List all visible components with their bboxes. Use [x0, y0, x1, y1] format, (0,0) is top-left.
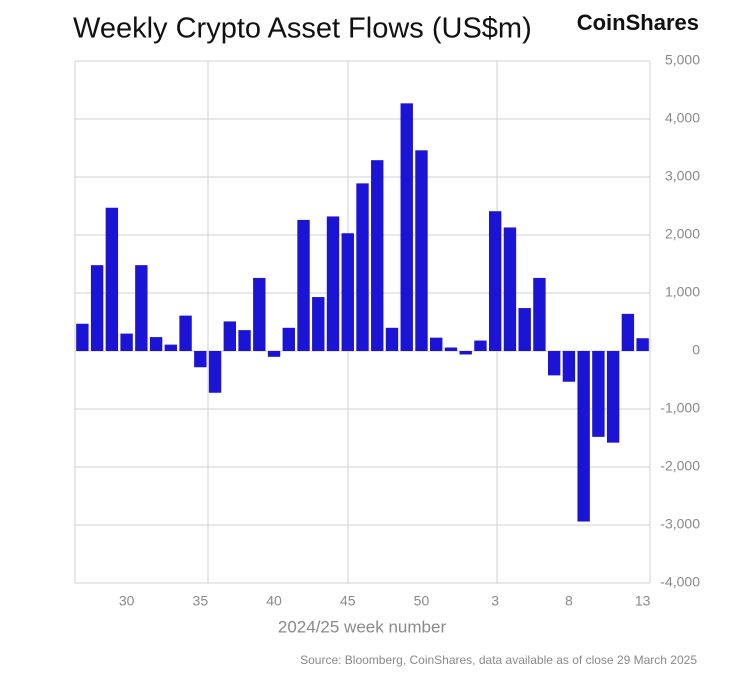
y-tick-label: 0	[692, 342, 700, 358]
bar	[253, 277, 266, 351]
bar	[415, 150, 428, 351]
bar	[503, 227, 517, 351]
bar	[341, 233, 354, 351]
x-tick-label: 13	[635, 593, 651, 609]
bar	[326, 216, 340, 351]
bar	[312, 297, 325, 351]
bar	[400, 103, 413, 351]
bar	[135, 265, 148, 351]
bar	[238, 330, 251, 351]
bar	[636, 338, 649, 351]
bar	[208, 351, 222, 393]
bar	[194, 351, 207, 368]
bar	[297, 219, 310, 351]
y-tick-label: 1,000	[665, 284, 700, 300]
bar	[606, 351, 620, 443]
bar	[164, 344, 178, 351]
bar	[518, 308, 531, 351]
y-tick-label: 5,000	[665, 52, 700, 68]
y-tick-label: -2,000	[660, 458, 700, 474]
y-tick-label: 2,000	[665, 226, 700, 242]
y-tick-label: 3,000	[665, 168, 700, 184]
brand-logo: CoinShares	[577, 10, 699, 35]
x-axis-label: 2024/25 week number	[278, 617, 447, 636]
bar	[385, 327, 399, 351]
x-tick-label: 3	[491, 593, 499, 609]
bar	[621, 313, 635, 351]
x-tick-label: 45	[340, 593, 356, 609]
bar	[430, 337, 443, 351]
bar	[592, 351, 605, 437]
bar	[223, 321, 236, 351]
bar	[282, 327, 295, 351]
bar	[533, 277, 546, 351]
bar	[120, 333, 133, 351]
x-tick-label: 40	[266, 593, 282, 609]
bar	[90, 265, 104, 351]
bar	[489, 211, 502, 351]
x-tick-label: 35	[193, 593, 209, 609]
y-tick-label: 4,000	[665, 110, 700, 126]
bar	[371, 160, 384, 351]
y-tick-label: -3,000	[660, 516, 700, 532]
y-tick-label: -1,000	[660, 400, 700, 416]
y-tick-label: -4,000	[660, 574, 700, 590]
x-tick-label: 8	[565, 593, 573, 609]
bar	[179, 315, 192, 351]
bar	[547, 351, 561, 376]
bar	[562, 351, 576, 382]
bar	[459, 351, 472, 355]
bar	[105, 207, 119, 351]
bar	[267, 351, 281, 357]
x-tick-label: 50	[414, 593, 430, 609]
bar	[577, 351, 590, 522]
chart-title: Weekly Crypto Asset Flows (US$m)	[73, 13, 532, 45]
bar	[474, 340, 487, 351]
bar	[76, 323, 89, 351]
bar	[356, 183, 369, 351]
bar	[149, 337, 163, 351]
x-tick-label: 30	[119, 593, 135, 609]
source-note: Source: Bloomberg, CoinShares, data avai…	[300, 653, 697, 667]
bar	[444, 347, 458, 351]
